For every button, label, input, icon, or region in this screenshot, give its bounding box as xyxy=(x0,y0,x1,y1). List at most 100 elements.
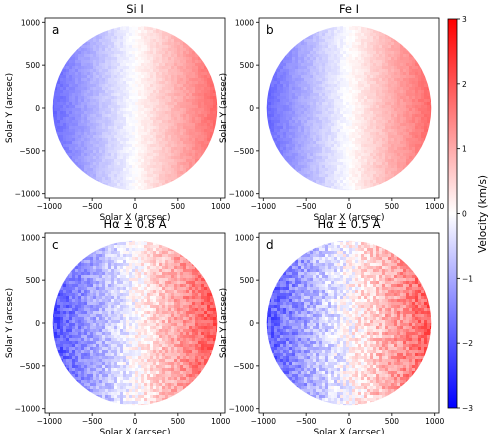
heatmap-cell xyxy=(93,69,96,72)
heatmap-cell xyxy=(322,168,325,171)
heatmap-cell xyxy=(150,111,153,114)
heatmap-cell xyxy=(153,81,156,84)
heatmap-cell xyxy=(186,135,189,138)
heatmap-cell xyxy=(289,126,292,129)
heatmap-cell xyxy=(343,150,346,153)
heatmap-cell xyxy=(319,54,322,57)
heatmap-cell xyxy=(195,153,198,156)
heatmap-cell xyxy=(120,147,123,150)
heatmap-cell xyxy=(114,87,117,90)
heatmap-cell xyxy=(189,165,192,168)
heatmap-cell xyxy=(283,66,286,69)
heatmap-cell xyxy=(117,105,120,108)
heatmap-cell xyxy=(84,72,87,75)
heatmap-cell xyxy=(355,99,358,102)
heatmap-cell xyxy=(355,27,358,30)
heatmap-cell xyxy=(313,171,316,174)
heatmap-cell xyxy=(52,87,54,90)
heatmap-cell xyxy=(72,162,75,165)
heatmap-cell xyxy=(430,99,432,102)
heatmap-cell xyxy=(186,162,189,165)
heatmap-cell xyxy=(391,135,394,138)
heatmap-cell xyxy=(117,150,120,153)
heatmap-cell xyxy=(355,135,358,138)
heatmap-cell xyxy=(111,25,114,27)
heatmap-cell xyxy=(162,75,165,78)
heatmap-cell xyxy=(319,48,322,51)
heatmap-cell xyxy=(75,144,78,147)
heatmap-cell xyxy=(69,135,72,138)
heatmap-cell xyxy=(132,150,135,153)
heatmap-cell xyxy=(376,78,379,81)
heatmap-cell xyxy=(117,69,120,72)
heatmap-cell xyxy=(331,69,334,72)
heatmap-cell xyxy=(307,78,310,81)
heatmap-cell xyxy=(144,45,147,48)
heatmap-cell xyxy=(295,81,298,84)
heatmap-cell xyxy=(99,45,102,48)
heatmap-cell xyxy=(147,186,150,189)
heatmap-cell xyxy=(361,36,364,39)
heatmap-cell xyxy=(93,105,96,108)
heatmap-cell xyxy=(54,90,57,93)
heatmap-cell xyxy=(412,69,415,72)
heatmap-cell xyxy=(126,132,129,135)
heatmap-cell xyxy=(307,117,310,120)
heatmap-cell xyxy=(81,102,84,105)
heatmap-cell xyxy=(340,39,343,42)
heatmap-cell xyxy=(292,72,295,75)
heatmap-cell xyxy=(301,42,304,45)
heatmap-cell xyxy=(340,87,343,90)
heatmap-cell xyxy=(331,96,334,99)
heatmap-cell xyxy=(364,69,367,72)
heatmap-cell xyxy=(216,105,218,108)
heatmap-cell xyxy=(319,123,322,126)
heatmap-cell xyxy=(132,135,135,138)
heatmap-cell xyxy=(325,120,328,123)
heatmap-cell xyxy=(325,87,328,90)
heatmap-cell xyxy=(316,39,319,42)
heatmap-cell xyxy=(129,156,132,159)
heatmap-cell xyxy=(117,114,120,117)
heatmap-cell xyxy=(316,75,319,78)
heatmap-cell xyxy=(373,159,376,162)
heatmap-cell xyxy=(412,84,415,87)
heatmap-cell xyxy=(355,39,358,42)
heatmap-cell xyxy=(322,159,325,162)
heatmap-cell xyxy=(174,129,177,132)
heatmap-cell xyxy=(186,78,189,81)
heatmap-cell xyxy=(207,120,210,123)
heatmap-cell xyxy=(186,93,189,96)
heatmap-cell xyxy=(397,96,400,99)
heatmap-cell xyxy=(144,165,147,168)
heatmap-cell xyxy=(159,123,162,126)
heatmap-cell xyxy=(283,102,286,105)
heatmap-cell xyxy=(141,66,144,69)
heatmap-cell xyxy=(382,171,385,174)
heatmap-cell xyxy=(403,135,406,138)
heatmap-cell xyxy=(162,120,165,123)
heatmap-cell xyxy=(198,117,201,120)
heatmap-cell xyxy=(192,150,195,153)
heatmap-cell xyxy=(168,108,171,111)
heatmap-cell xyxy=(319,72,322,75)
heatmap-cell xyxy=(171,51,174,54)
heatmap-cell xyxy=(141,48,144,51)
heatmap-cell xyxy=(316,153,319,156)
heatmap-cell xyxy=(75,126,78,129)
heatmap-cell xyxy=(322,144,325,147)
heatmap-cell xyxy=(379,147,382,150)
heatmap-cell xyxy=(81,138,84,141)
heatmap-cell xyxy=(277,132,280,135)
heatmap-cell xyxy=(90,171,93,174)
heatmap-cell xyxy=(114,42,117,45)
heatmap-cell xyxy=(108,138,111,141)
heatmap-cell xyxy=(292,90,295,93)
heatmap-cell xyxy=(373,105,376,108)
heatmap-cell xyxy=(159,93,162,96)
heatmap-cell xyxy=(108,186,111,189)
heatmap-cell xyxy=(201,141,204,144)
heatmap-cell xyxy=(159,69,162,72)
heatmap-cell xyxy=(409,135,412,138)
heatmap-cell xyxy=(415,117,418,120)
